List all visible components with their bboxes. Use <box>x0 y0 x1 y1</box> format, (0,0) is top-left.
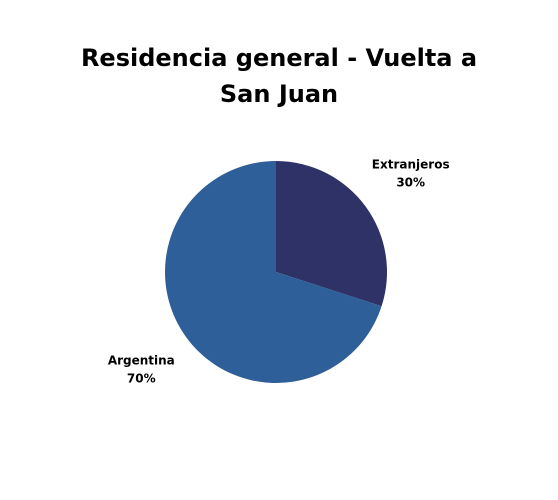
pie-slice <box>276 161 387 307</box>
slice-label: Argentina <box>108 353 175 367</box>
slice-value-label: 30% <box>396 176 425 190</box>
slice-value-label: 70% <box>127 371 156 385</box>
pie-slice <box>165 161 382 384</box>
slice-label: Extranjeros <box>372 158 450 172</box>
chart-title: Residencia general - Vuelta a San Juan <box>80 44 478 108</box>
